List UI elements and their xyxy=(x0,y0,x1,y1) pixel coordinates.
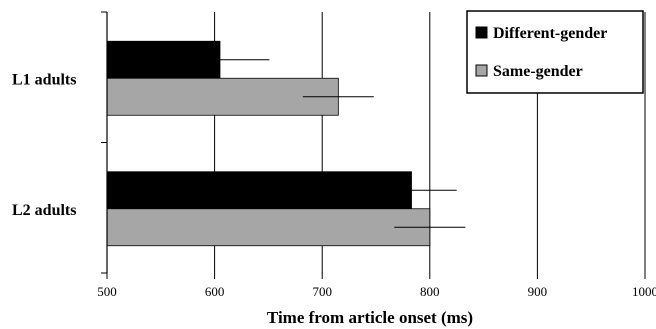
legend: Different-gender Same-gender xyxy=(466,10,644,94)
x-tick-labels: 500 600 700 800 900 1000 xyxy=(97,284,656,299)
category-label-0: L1 adults xyxy=(12,71,76,88)
legend-swatch-same-gender xyxy=(475,64,488,77)
x-tick-label-500: 500 xyxy=(97,284,117,299)
legend-box xyxy=(466,10,644,94)
axes xyxy=(101,11,646,279)
error-bars xyxy=(170,59,466,228)
x-tick-label-1000: 1000 xyxy=(632,284,656,299)
legend-swatch-different-gender xyxy=(475,26,488,39)
x-axis-title: Time from article onset (ms) xyxy=(267,308,473,327)
x-tick-label-600: 600 xyxy=(205,284,225,299)
category-labels: L1 adults L2 adults xyxy=(12,71,76,219)
legend-label-different-gender: Different-gender xyxy=(493,25,607,42)
x-tick-label-800: 800 xyxy=(420,284,440,299)
bar-different-gender-1 xyxy=(106,171,412,210)
x-tick-label-700: 700 xyxy=(312,284,332,299)
legend-label-same-gender: Same-gender xyxy=(493,63,583,80)
bar-same-gender-1 xyxy=(106,208,431,247)
category-label-1: L2 adults xyxy=(12,202,76,219)
x-tick-label-900: 900 xyxy=(528,284,548,299)
bars xyxy=(106,40,431,247)
